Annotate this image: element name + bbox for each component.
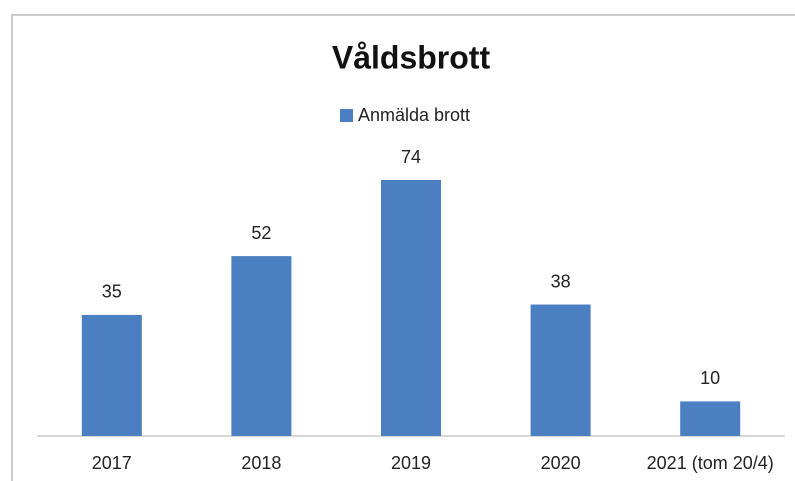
bar (81, 314, 142, 436)
data-label: 38 (551, 271, 571, 291)
chart-frame (11, 14, 795, 481)
legend-label: Anmälda brott (358, 105, 470, 125)
bar (231, 256, 292, 436)
x-tick-label: 2019 (391, 453, 431, 473)
legend-swatch (340, 109, 353, 122)
data-label: 52 (251, 223, 271, 243)
data-label: 35 (102, 282, 122, 302)
x-tick-label: 2021 (tom 20/4) (647, 453, 774, 473)
bar (381, 180, 441, 436)
data-label: 74 (401, 147, 421, 167)
bar (530, 304, 591, 436)
chart-title: Våldsbrott (332, 39, 491, 75)
data-label: 10 (700, 368, 720, 388)
x-tick-label: 2017 (92, 453, 132, 473)
x-tick-label: 2020 (541, 453, 581, 473)
bar (680, 401, 741, 436)
x-tick-label: 2018 (241, 453, 281, 473)
